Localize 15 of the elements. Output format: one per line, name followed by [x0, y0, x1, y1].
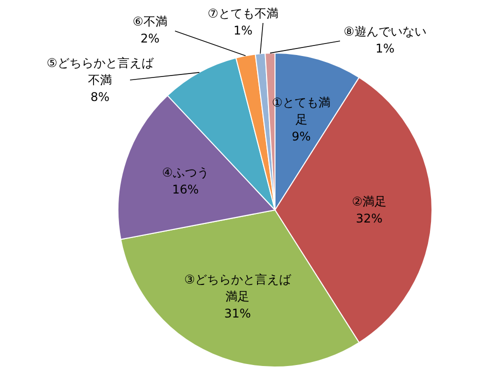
slice-label: ③どちらかと言えば満足 — [184, 272, 292, 304]
slice-label: ⑤どちらかと言えば不満 — [46, 56, 154, 87]
slice-label: ⑥不満 — [132, 14, 168, 28]
data-label: 32% — [356, 212, 383, 226]
data-label: 2% — [140, 32, 160, 46]
data-label: 31% — [224, 306, 251, 320]
slice-label: ④ふつう — [162, 165, 209, 180]
data-label: 16% — [172, 182, 199, 196]
data-label: 1% — [233, 24, 253, 38]
data-label: 9% — [292, 130, 311, 144]
slice-label: ⑧遊んでいない — [344, 24, 426, 38]
slice-label: ⑦とても不満 — [208, 6, 278, 20]
data-label: 8% — [90, 90, 110, 104]
slice-label: ②満足 — [352, 194, 387, 208]
data-label: 1% — [375, 42, 395, 56]
